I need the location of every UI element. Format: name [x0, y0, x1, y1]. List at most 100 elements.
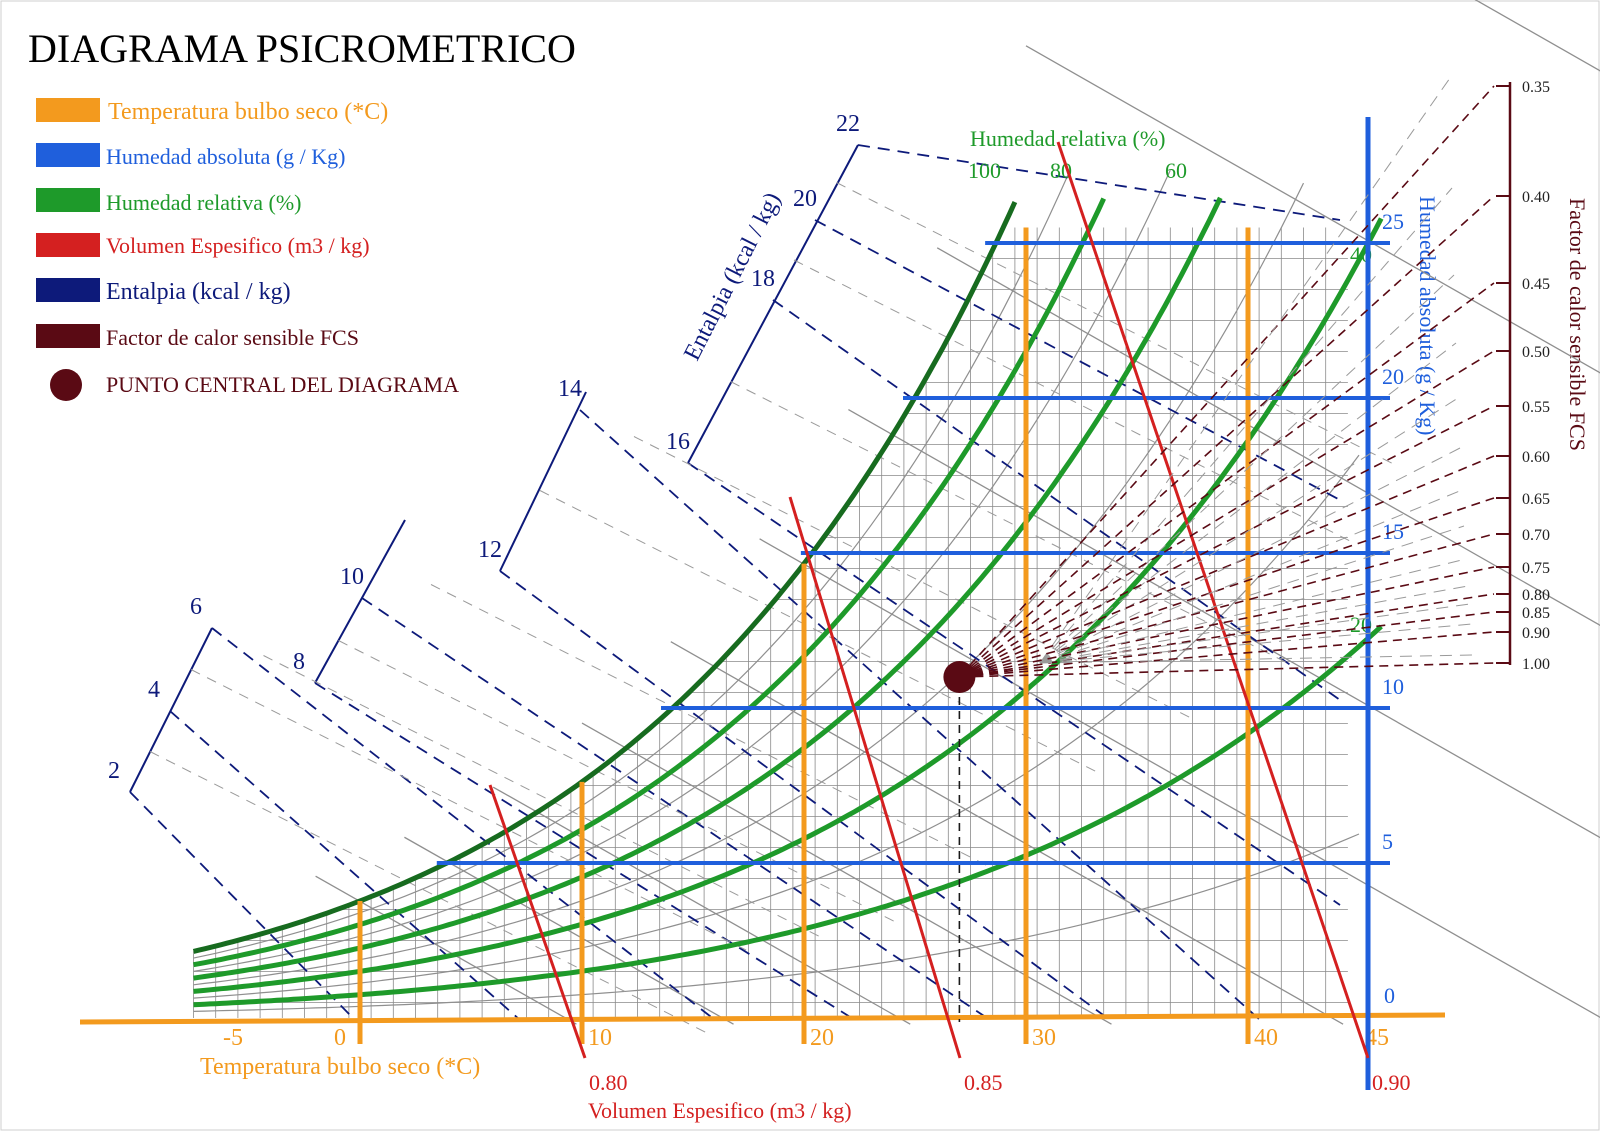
rh-top-label: 100: [968, 158, 1001, 183]
fcs-ray: [959, 497, 1495, 678]
fcs-minor-ray: [1039, 489, 1463, 664]
rh-minor-curve: [193, 169, 1071, 959]
fcs-ray: [959, 533, 1495, 678]
fcs-minor-ray: [1039, 187, 1453, 664]
grid-layer: [193, 227, 1348, 1018]
specific-volume-line: [788, 496, 962, 1059]
dry-bulb-tick-label: 40: [1254, 1025, 1278, 1051]
fcs-tick-label: 1.00: [1522, 656, 1550, 673]
fcs-minor-ray: [1039, 623, 1473, 664]
fcs-tick-label: 0.35: [1522, 79, 1550, 96]
wet-bulb-line: [670, 641, 1344, 1025]
absolute-humidity-lines-layer: 0510152025: [436, 117, 1404, 1090]
enthalpy-scale-segment: [129, 627, 213, 793]
fcs-tick-label: 0.55: [1522, 399, 1550, 416]
enthalpy-line: [361, 597, 991, 1021]
fcs-tick-label: 0.75: [1522, 560, 1550, 577]
abs-humidity-tick-label: 10: [1382, 674, 1404, 699]
enthalpy-line: [499, 570, 1111, 1021]
wet-bulb-line: [936, 247, 1600, 627]
dry-bulb-tick-label: 20: [810, 1025, 834, 1051]
legend-swatch-fcs: [36, 324, 100, 348]
rh-minor-curve: [193, 182, 1305, 986]
legend-label-enthalpy: Entalpia (kcal / kg): [106, 279, 291, 305]
rel-humidity-axis-title: Humedad relativa (%): [970, 126, 1165, 151]
abs-humidity-tick-label: 25: [1382, 209, 1404, 234]
wet-bulb-line: [404, 836, 734, 1025]
enthalpy-minor-line: [793, 259, 1355, 544]
fcs-tick-label: 0.45: [1522, 276, 1550, 293]
wet-bulb-line: [759, 538, 1600, 1018]
enthalpy-tick-label: 6: [190, 594, 202, 620]
legend-label-rel-humidity: Humedad relativa (%): [106, 190, 301, 215]
legend-center-point-icon: [50, 369, 82, 401]
specific-volume-tick-label: 0.90: [1372, 1070, 1411, 1095]
fcs-axis-title: Factor de calor sensible FCS: [1565, 198, 1590, 451]
enthalpy-line: [579, 409, 1261, 1021]
enthalpy-minor-line: [730, 381, 1291, 665]
legend-swatch-rel-humidity: [36, 188, 100, 212]
enthalpy-line: [772, 299, 1341, 701]
fcs-minor-ray: [1039, 397, 1459, 664]
enthalpy-tick-label: 18: [751, 266, 775, 292]
enthalpy-tick-label: 8: [293, 649, 305, 675]
enthalpy-minor-line: [430, 584, 992, 868]
fcs-ray: [959, 405, 1495, 678]
rh-curve-60: [193, 196, 1223, 981]
legend-label-fcs: Factor de calor sensible FCS: [106, 325, 359, 350]
enthalpy-tick-label: 14: [558, 376, 582, 402]
specific-volume-tick-label: 0.80: [589, 1070, 628, 1095]
enthalpy-tick-label: 20: [793, 186, 817, 212]
dry-bulb-lines-layer: -5 0 10 20 30 40 4 5: [79, 227, 1446, 1051]
volume-axis-title: Volumen Espesifico (m3 / kg): [588, 1098, 852, 1123]
enthalpy-tick-label: 10: [340, 564, 364, 590]
fcs-tick-label: 0.70: [1522, 527, 1550, 544]
rh-minor-curve: [193, 833, 1360, 1012]
wet-bulb-lines-layer: [193, 0, 1600, 1025]
enthalpy-minor-line: [633, 436, 1195, 720]
fcs-ray: [958, 85, 1495, 678]
enthalpy-scale-segment: [687, 144, 859, 464]
legend-swatch-abs-humidity: [36, 143, 100, 167]
enthalpy-tick-label: 4: [148, 677, 160, 703]
legend-swatch-enthalpy: [36, 278, 100, 302]
rh-curve-20: [193, 624, 1383, 1008]
legend-label-dry-bulb: Temperatura bulbo seco (*C): [108, 99, 388, 125]
fcs-tick-label: 0.40: [1522, 189, 1550, 206]
rh-curve-40: [193, 217, 1384, 994]
abs-humidity-tick-label: 20: [1382, 364, 1404, 389]
dry-bulb-tick-label: 10: [588, 1025, 612, 1051]
dry-bulb-tick-label: 0: [334, 1025, 346, 1051]
fcs-minor-ray: [1039, 274, 1455, 664]
rh-minor-curve: [193, 454, 1360, 999]
enthalpy-line: [314, 682, 856, 1021]
abs-humidity-axis-title: Humedad absoluta (g / Kg): [1415, 196, 1440, 436]
rh-curve-100: [192, 200, 1018, 954]
enthalpy-minor-line: [190, 669, 752, 953]
dry-bulb-tick-label: -5: [223, 1025, 243, 1051]
enthalpy-tick-label: 22: [836, 111, 860, 137]
dry-bulb-tick-label: 30: [1032, 1025, 1056, 1051]
specific-volume-lines-layer: 0.80 0.85 0.90: [488, 141, 1411, 1095]
dry-bulb-axis-line: [79, 1012, 1446, 1025]
abs-humidity-tick-label: 5: [1382, 829, 1393, 854]
legend-label-volume: Volumen Espesifico (m3 / kg): [106, 233, 370, 258]
fcs-tick-label: 0.80: [1522, 587, 1550, 604]
legend: Temperatura bulbo seco (*C) Humedad abso…: [36, 98, 459, 401]
fcs-minor-ray: [1039, 585, 1469, 664]
legend-label-abs-humidity: Humedad absoluta (g / Kg): [106, 144, 346, 169]
enthalpy-line: [169, 710, 521, 1021]
specific-volume-line: [488, 784, 587, 1059]
enthalpy-line: [211, 627, 716, 1021]
fcs-minor-ray: [1039, 342, 1457, 664]
fcs-minor-ray: [1039, 525, 1465, 664]
fcs-tick-label: 0.65: [1522, 491, 1550, 508]
sensible-heat-factor-layer: 0.35 0.40 0.45 0.50 0.55 0.60 0.65 0.70 0.75 0.80…: [958, 77, 1550, 678]
center-point-marker: [943, 661, 976, 693]
enthalpy-minor-line: [836, 182, 1397, 466]
fcs-ray: [959, 566, 1495, 678]
fcs-minor-ray: [1039, 654, 1475, 664]
enthalpy-scale-segment: [499, 391, 587, 572]
